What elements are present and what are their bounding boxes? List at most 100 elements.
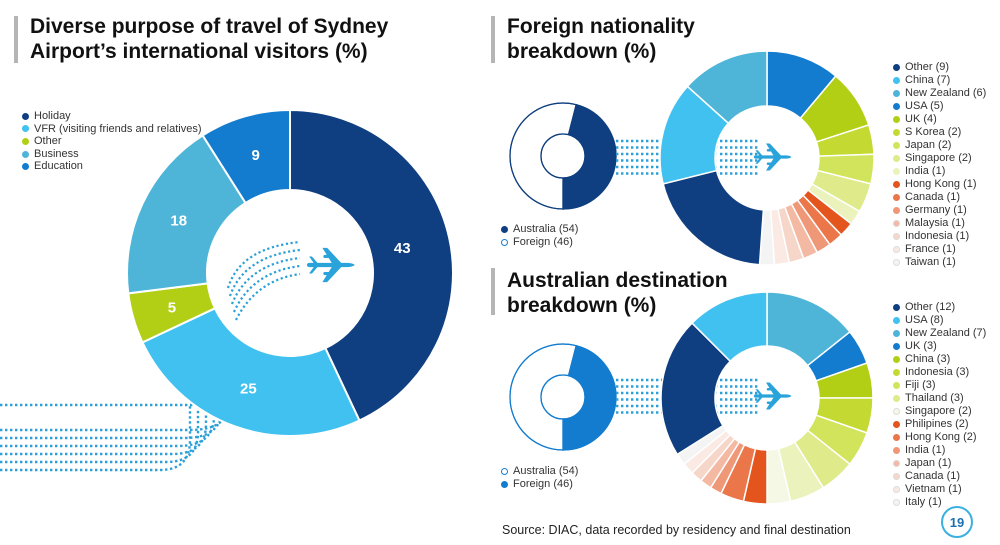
legend-label: New Zealand (7) — [905, 327, 987, 340]
legend-label: Philipines (2) — [905, 418, 969, 431]
legend-swatch — [893, 499, 900, 506]
flight-trail — [0, 404, 192, 472]
legend-label: Canada (1) — [905, 191, 961, 204]
page-number: 19 — [941, 506, 973, 538]
legend-label: India (1) — [905, 444, 946, 457]
legend-label: Education — [34, 160, 83, 173]
legend-item: Philipines (2) — [893, 418, 986, 431]
legend-item: Taiwan (1) — [893, 256, 986, 269]
legend-item: Canada (1) — [893, 470, 986, 483]
plane-icon — [753, 382, 792, 410]
legend-item: Malaysia (1) — [893, 217, 986, 230]
nationality-chart-title: Foreign nationality breakdown (%) — [507, 14, 695, 64]
legend-item: India (1) — [893, 165, 986, 178]
legend-label: Japan (1) — [905, 457, 952, 470]
legend-item: Indonesia (1) — [893, 230, 986, 243]
legend-item: Vietnam (1) — [893, 483, 986, 496]
legend-label: Hong Kong (1) — [905, 178, 977, 191]
legend-swatch — [893, 220, 900, 227]
nationality-slice — [686, 50, 768, 125]
legend-item: Thailand (3) — [893, 392, 986, 405]
legend-swatch — [893, 369, 900, 376]
legend-item: Singapore (2) — [893, 405, 986, 418]
purpose-chart-title: Diverse purpose of travel of Sydney Airp… — [30, 14, 388, 64]
legend-label: Other (9) — [905, 61, 950, 74]
legend-label: Canada (1) — [905, 470, 961, 483]
legend-swatch — [893, 259, 900, 266]
legend-item: China (7) — [893, 74, 986, 87]
flight-trail — [0, 404, 224, 440]
flight-trail — [232, 264, 301, 313]
destination-legend: Other (12) USA (8) New Zealand (7) UK (3) Ch… — [893, 301, 986, 509]
legend-swatch — [893, 421, 900, 428]
legend-label: New Zealand (6) — [905, 87, 987, 100]
legend-swatch — [893, 129, 900, 136]
legend-swatch — [22, 150, 29, 158]
flight-trail — [0, 404, 208, 456]
legend-swatch — [893, 77, 900, 84]
legend-swatch — [22, 137, 29, 145]
legend-item: S Korea (2) — [893, 126, 986, 139]
legend-swatch — [893, 64, 900, 71]
legend-label: China (7) — [905, 74, 951, 87]
legend-swatch — [893, 330, 900, 337]
legend-label: Australia (54) — [513, 465, 579, 478]
legend-item: USA (8) — [893, 314, 986, 327]
title-accent-bar — [491, 268, 495, 315]
legend-label: Holiday — [34, 110, 71, 122]
legend-swatch — [893, 155, 900, 162]
legend-swatch — [22, 163, 29, 171]
legend-item: Other (12) — [893, 301, 986, 314]
legend-label: USA (8) — [905, 314, 944, 327]
flight-trail — [0, 404, 216, 448]
purpose-slice — [126, 133, 247, 295]
legend-label: Hong Kong (2) — [905, 431, 977, 444]
plane-icon — [306, 247, 355, 283]
legend-item: Fiji (3) — [893, 379, 986, 392]
legend-label: Thailand (3) — [905, 392, 964, 405]
data-label: 5 — [168, 299, 176, 316]
legend-item: Foreign (46) — [501, 478, 578, 491]
legend-item: Hong Kong (1) — [893, 178, 986, 191]
data-label: 18 — [170, 213, 187, 230]
legend-item: New Zealand (6) — [893, 87, 986, 100]
legend-label: Vietnam (1) — [905, 483, 962, 496]
legend-label: Malaysia (1) — [905, 217, 965, 230]
ring-outline — [509, 102, 617, 210]
ring-outline — [540, 133, 586, 179]
legend-swatch — [893, 181, 900, 188]
destination-small-legend: Australia (54) Foreign (46) — [501, 465, 578, 491]
title-accent-bar — [491, 16, 495, 63]
legend-swatch — [22, 112, 29, 120]
legend-swatch — [893, 207, 900, 214]
legend-label: Fiji (3) — [905, 379, 936, 392]
ring-outline — [509, 343, 617, 451]
nationality-slice — [662, 169, 765, 266]
legend-label: Singapore (2) — [905, 405, 972, 418]
purpose-slice — [289, 108, 454, 422]
flight-trail — [228, 248, 301, 297]
legend-label: Germany (1) — [905, 204, 967, 217]
legend-swatch — [893, 395, 900, 402]
legend-item: Other (9) — [893, 61, 986, 74]
nationality-legend: Other (9) China (7) New Zealand (6) USA (5)… — [893, 61, 986, 269]
legend-label: Taiwan (1) — [905, 256, 956, 269]
legend-swatch — [893, 168, 900, 175]
flight-trail — [226, 240, 301, 289]
legend-item: UK (4) — [893, 113, 986, 126]
data-label: 43 — [394, 240, 411, 257]
nationality-title-line-2: breakdown (%) — [507, 40, 657, 63]
legend-swatch — [501, 239, 508, 246]
donut-hole — [716, 347, 818, 449]
legend-item: VFR (visiting friends and relatives) — [22, 123, 202, 136]
legend-label: India (1) — [905, 165, 946, 178]
legend-item: Australia (54) — [501, 465, 578, 478]
purpose-title-line-2: Airport’s international visitors (%) — [30, 40, 368, 63]
legend-swatch — [893, 142, 900, 149]
legend-item: Foreign (46) — [501, 236, 578, 249]
source-note: Source: DIAC, data recorded by residency… — [502, 523, 851, 537]
legend-label: Indonesia (1) — [905, 230, 970, 243]
legend-swatch — [893, 343, 900, 350]
legend-label: S Korea (2) — [905, 126, 962, 139]
